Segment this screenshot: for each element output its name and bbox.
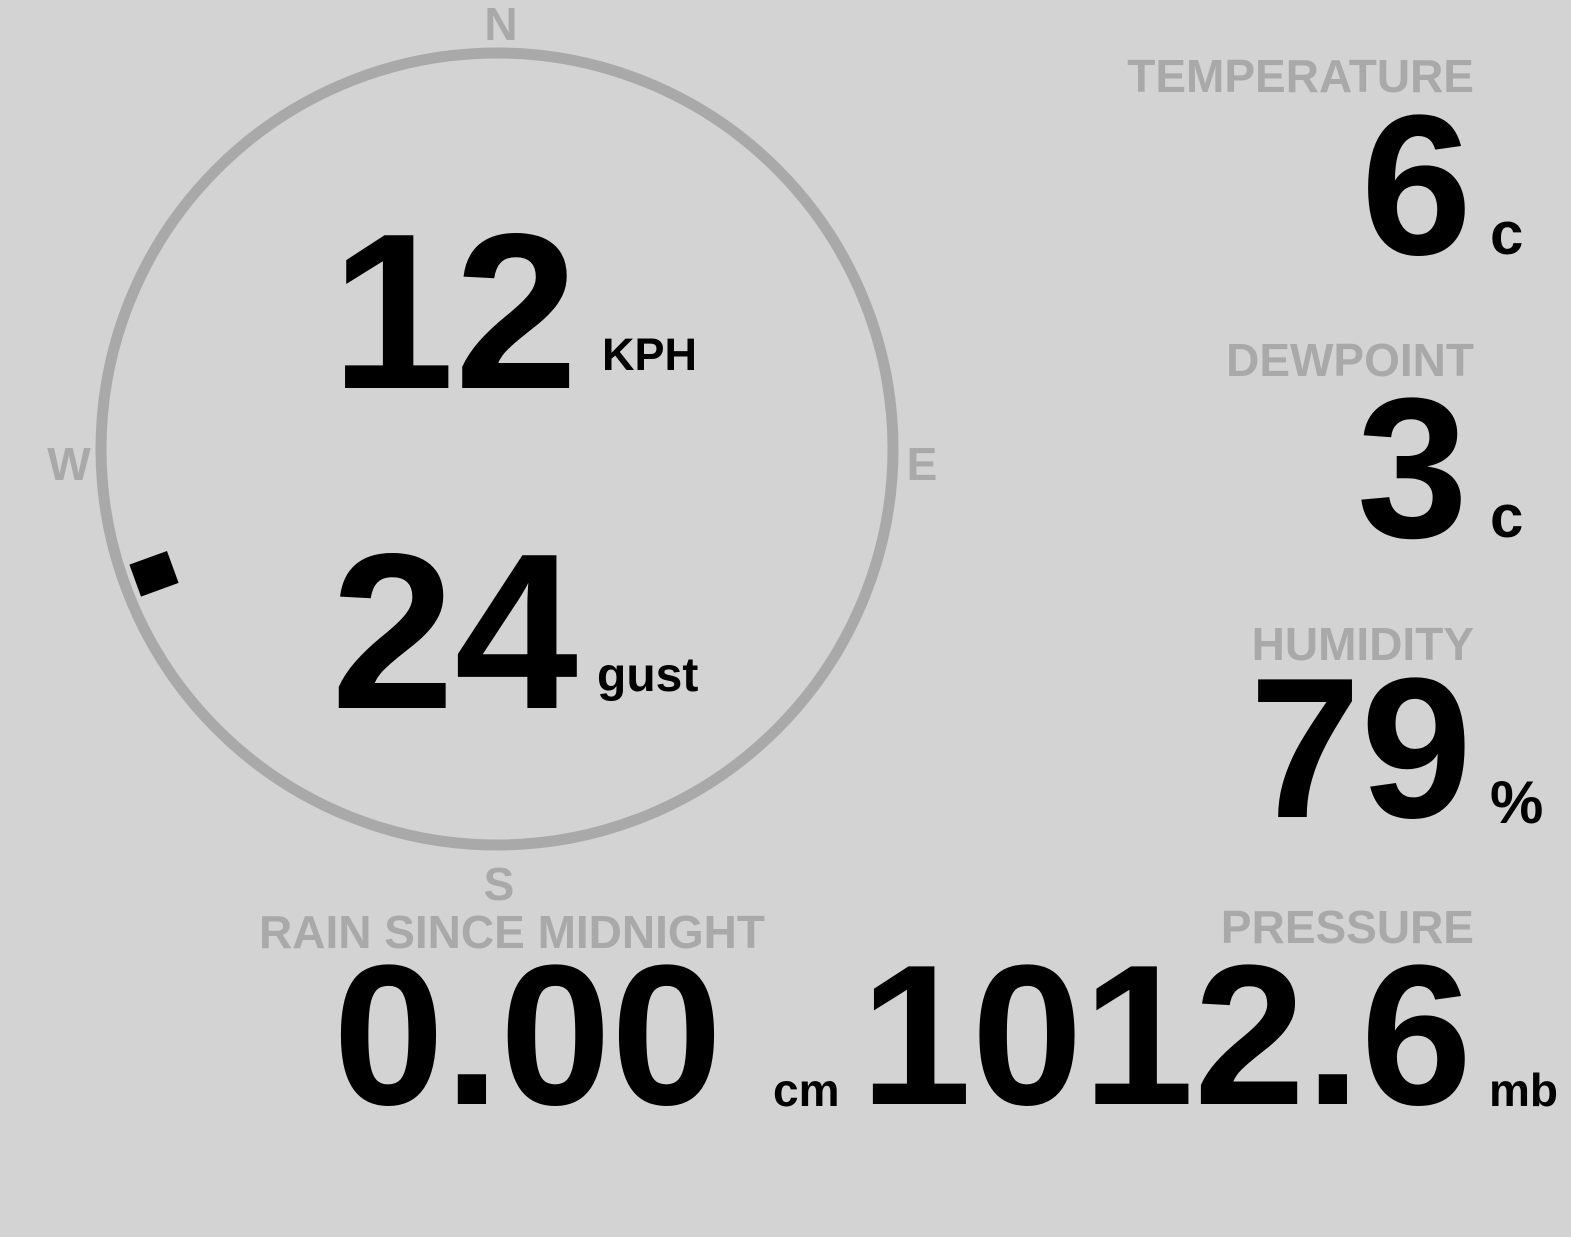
dewpoint-label: DEWPOINT [1226, 334, 1474, 386]
pressure-label: PRESSURE [1220, 901, 1474, 953]
humidity-label: HUMIDITY [1251, 618, 1474, 670]
compass-south: S [483, 858, 515, 910]
dewpoint-value: 3 [1356, 357, 1468, 580]
pressure-unit: mb [1489, 1064, 1558, 1116]
temperature-unit: c [1490, 200, 1524, 267]
temperature-label: TEMPERATURE [1127, 50, 1474, 102]
rain-label: RAIN SINCE MIDNIGHT [259, 906, 765, 958]
pressure-value: 1012.6 [860, 924, 1472, 1147]
compass-ring [95, 47, 899, 851]
wind-gust-value: 24 [331, 508, 578, 756]
compass-north: N [484, 0, 518, 50]
humidity-value: 79 [1249, 637, 1472, 860]
rain-unit: cm [773, 1064, 840, 1116]
temperature-value: 6 [1360, 74, 1472, 297]
rain-value: 0.00 [333, 924, 723, 1147]
compass-east: E [906, 438, 938, 490]
dewpoint-unit: c [1490, 483, 1524, 550]
wind-speed-unit: KPH [602, 329, 698, 380]
wind-direction-marker [129, 550, 179, 597]
wind-gust-unit: gust [597, 649, 699, 702]
compass-west: W [47, 438, 91, 490]
wind-speed-value: 12 [331, 188, 578, 436]
humidity-unit: % [1490, 769, 1544, 836]
